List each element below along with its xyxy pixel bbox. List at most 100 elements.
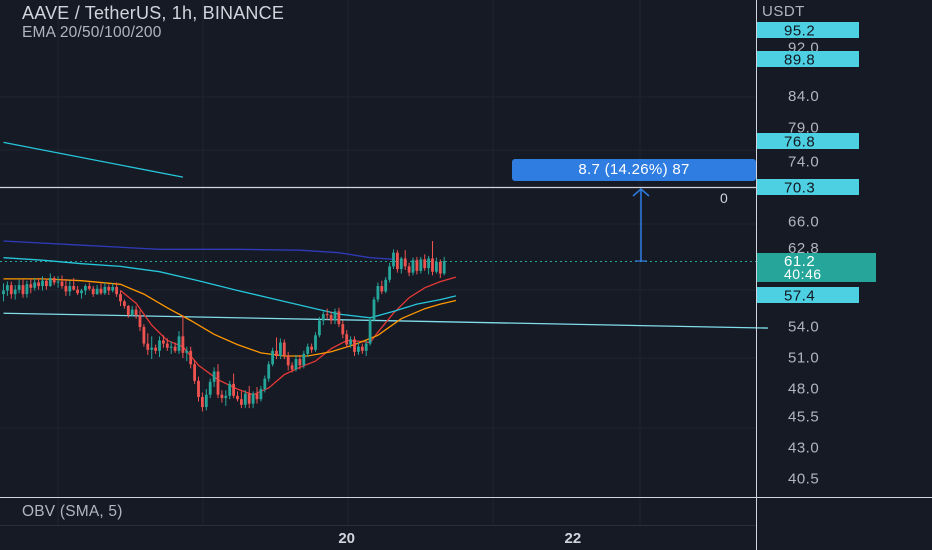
- price-tick-label: 48.0: [788, 381, 819, 398]
- candle: [17, 279, 21, 294]
- candle-body: [232, 383, 235, 396]
- candle-body: [403, 258, 407, 267]
- candle-body: [423, 259, 427, 269]
- candle-body: [345, 334, 349, 345]
- candle-body: [411, 260, 415, 273]
- candle-body: [298, 359, 302, 366]
- candle-body: [228, 383, 232, 396]
- candle: [380, 280, 384, 295]
- candle: [345, 330, 349, 348]
- price-tick-label: 40.5: [788, 471, 819, 488]
- candle-body: [64, 286, 68, 292]
- price-badge: [757, 51, 859, 67]
- price-badge-value: 57.4: [784, 288, 815, 305]
- candle: [123, 299, 126, 309]
- candle-body: [33, 282, 37, 288]
- candle-body: [119, 294, 122, 302]
- candle-body: [275, 350, 278, 356]
- candle-body: [52, 278, 56, 283]
- grid: [0, 0, 932, 526]
- price-tick-label: 84.0: [788, 88, 819, 105]
- candle-body: [353, 339, 356, 352]
- candle: [45, 278, 48, 290]
- candle: [154, 344, 157, 354]
- candle: [298, 354, 302, 370]
- candle-body: [435, 261, 438, 272]
- candle: [372, 296, 376, 322]
- candle: [201, 392, 204, 412]
- candle: [411, 257, 415, 276]
- candle: [48, 273, 52, 287]
- candle: [282, 339, 286, 360]
- candle: [360, 343, 364, 354]
- bar-countdown: 40:46: [784, 266, 822, 282]
- candle-body: [193, 364, 196, 381]
- candle-body: [279, 342, 282, 356]
- candle-body: [263, 378, 267, 390]
- candle-body: [56, 281, 60, 283]
- candle-body: [341, 324, 345, 335]
- candle-body: [25, 284, 29, 295]
- obv-indicator-label[interactable]: OBV (SMA, 5): [22, 503, 123, 520]
- candle: [173, 342, 177, 353]
- horizontal-lines: [0, 186, 768, 329]
- candle: [189, 346, 193, 369]
- candle: [321, 311, 325, 326]
- symbol-title[interactable]: AAVE / TetherUS, 1h, BINANCE: [22, 3, 285, 23]
- candle-body: [419, 259, 423, 271]
- candle-body: [251, 393, 255, 404]
- candle: [240, 391, 243, 409]
- candle-body: [146, 343, 150, 350]
- time-tick-label: 22: [565, 530, 582, 547]
- candle-body: [392, 252, 395, 267]
- candle-body: [60, 281, 64, 287]
- candle-body: [321, 314, 325, 321]
- measure-arrow-head: [632, 188, 650, 197]
- price-tick-label: 66.0: [788, 214, 819, 231]
- measure-label[interactable]: 8.7 (14.26%) 87: [512, 159, 756, 181]
- ema-100-line: [3, 257, 457, 319]
- ema-50-line: [3, 278, 457, 357]
- candle: [403, 250, 407, 270]
- price-badge-value: 95.2: [784, 23, 815, 40]
- candle: [68, 280, 72, 296]
- candle-body: [376, 286, 380, 300]
- candle-body: [294, 359, 298, 370]
- candle: [142, 324, 146, 347]
- candle: [2, 283, 5, 302]
- candle-body: [407, 266, 411, 273]
- candle-body: [29, 284, 33, 288]
- candle-body: [154, 347, 157, 351]
- candle: [329, 311, 333, 325]
- candle: [76, 286, 79, 295]
- candle-body: [204, 394, 208, 408]
- candle-body: [115, 286, 118, 295]
- candle: [232, 373, 235, 399]
- candle-body: [310, 346, 313, 350]
- candles: [2, 241, 446, 412]
- candle-body: [162, 340, 165, 344]
- candle-body: [442, 261, 446, 274]
- candle: [419, 256, 423, 274]
- candle: [263, 375, 267, 393]
- chart-legend: AAVE / TetherUS, 1h, BINANCE EMA 20/50/1…: [22, 4, 284, 41]
- ema-200-line: [3, 240, 394, 260]
- candle-body: [427, 258, 430, 269]
- candle: [341, 320, 345, 339]
- candle: [177, 331, 181, 354]
- candle-body: [415, 260, 419, 271]
- candle: [337, 307, 341, 328]
- candle-body: [325, 314, 329, 316]
- indicator-label[interactable]: EMA 20/50/100/200: [22, 24, 162, 41]
- candle-body: [224, 395, 228, 399]
- ema-200-line: [3, 141, 184, 178]
- time-tick-label: 20: [338, 530, 355, 547]
- candle: [13, 285, 17, 300]
- candle-body: [349, 339, 352, 345]
- price-badge: [757, 179, 859, 195]
- candle: [115, 282, 118, 297]
- candle-body: [181, 336, 185, 353]
- candle: [150, 336, 154, 360]
- candle: [25, 280, 29, 298]
